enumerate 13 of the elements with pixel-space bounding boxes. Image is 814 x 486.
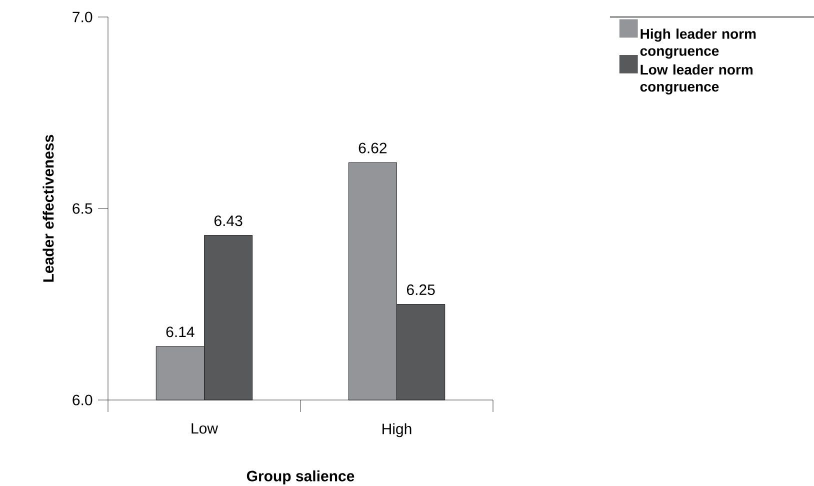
data-label: 6.25	[406, 284, 435, 296]
x-tick-label: High	[382, 423, 412, 438]
data-label: 6.14	[166, 326, 194, 338]
y-tick-label: 6.5	[72, 203, 92, 214]
data-label: 6.62	[358, 142, 387, 154]
x-axis-title: Group salience	[246, 470, 354, 484]
legend-label: Low leader norm congruence	[640, 64, 753, 94]
data-label: 6.43	[214, 215, 242, 226]
legend-label: High leader norm congruence	[640, 28, 756, 59]
x-tick-label: Low	[192, 423, 218, 434]
y-tick-label: 6.0	[72, 394, 92, 406]
y-axis-title: Leader effectiveness	[42, 134, 54, 282]
y-tick-label: 7.0	[72, 12, 92, 22]
